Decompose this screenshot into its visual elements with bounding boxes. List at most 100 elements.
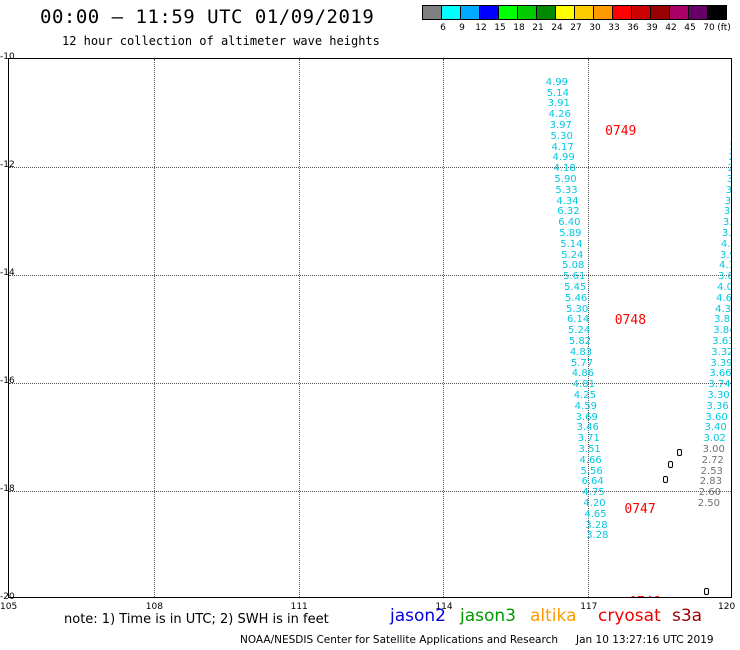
legend-swatch	[555, 5, 575, 20]
wave-height-value: 4.99	[552, 152, 575, 164]
wave-height-value: 5.08	[562, 260, 585, 272]
island-outline	[667, 461, 673, 469]
wave-height-value: 3.60	[705, 411, 728, 423]
wave-height-value: 3.85	[714, 314, 731, 326]
legend-swatch	[707, 5, 727, 20]
legend-label: 6	[440, 23, 446, 33]
wave-height-value: 3.38	[723, 206, 731, 218]
legend-swatch	[460, 5, 480, 20]
wave-height-value: 5.89	[559, 228, 582, 240]
legend-label: 36	[627, 23, 639, 33]
legend-label: 12	[475, 23, 487, 33]
wave-height-value: 5.24	[561, 249, 584, 261]
wave-height-value: 4.26	[548, 109, 571, 121]
wave-height-value: 3.87	[722, 217, 732, 229]
island-outline	[704, 588, 710, 596]
legend-label: 45	[684, 23, 696, 33]
satellite-name-altika: altika	[530, 606, 577, 626]
grid-line-lat	[9, 383, 731, 384]
wave-height-value: 4.39	[720, 238, 731, 250]
wave-height-value: 4.83	[569, 346, 593, 358]
footer-timestamp: Jan 10 13:27:16 UTC 2019	[576, 634, 714, 646]
wave-height-value: 2.83	[699, 476, 722, 488]
legend-swatch	[422, 5, 442, 20]
wave-height-value: 4.20	[583, 498, 606, 510]
wave-height-value: 3.84	[713, 325, 731, 337]
wave-height-value: 3.36	[706, 400, 729, 412]
wave-height-value: 3.28	[586, 530, 609, 542]
pass-time-label: 0747	[624, 501, 656, 517]
wave-height-value: 6.40	[558, 217, 581, 229]
wave-height-value: 3.46	[576, 422, 599, 434]
legend-label: 18	[513, 23, 525, 33]
legend-unit: (ft)	[717, 23, 731, 33]
wave-height-value: 5.77	[570, 357, 594, 369]
legend-swatch	[536, 5, 556, 20]
wave-height-value: 3.46	[725, 184, 732, 196]
legend-label: 42	[665, 23, 677, 33]
wave-height-value: 5.30	[550, 130, 573, 142]
legend-label: 24	[551, 23, 563, 33]
pass-time-label: 0746	[629, 595, 660, 597]
wave-height-value: 3.94	[719, 249, 731, 261]
grid-line-lon	[588, 59, 590, 597]
grid-line-lat	[9, 275, 731, 276]
wave-height-value: 5.45	[564, 282, 587, 294]
legend-swatch	[612, 5, 632, 20]
wave-height-value: 3.30	[707, 390, 730, 402]
wave-height-value: 3.66	[709, 368, 732, 380]
satellite-name-jason3: jason3	[460, 606, 516, 626]
legend-label: 30	[589, 23, 601, 33]
wave-height-value: 6.32	[557, 206, 580, 218]
wave-height-value: 3.00	[702, 444, 725, 456]
wave-height-value: 4.17	[551, 141, 574, 153]
wave-height-value: 4.18	[553, 163, 576, 175]
satellite-name-cryosat: cryosat	[598, 606, 661, 626]
map-title: 00:00 – 11:59 UTC 01/09/2019	[40, 6, 375, 28]
wave-height-value: 4.75	[582, 487, 605, 499]
grid-line-lon	[153, 59, 155, 597]
wave-height-value: 2.72	[701, 454, 724, 466]
wave-height-value: 5.30	[565, 303, 589, 315]
y-tick-label: -16	[0, 376, 15, 386]
grid-line-lat	[9, 167, 731, 168]
footer-credit-line: NOAA/NESDIS Center for Satellite Applica…	[240, 634, 714, 646]
footer-credit: NOAA/NESDIS Center for Satellite Applica…	[240, 634, 558, 646]
x-tick-label: 108	[145, 602, 163, 612]
x-tick-label: 117	[580, 602, 598, 612]
y-tick-label: -18	[0, 484, 15, 494]
legend-swatch	[574, 5, 594, 20]
wave-height-value: 3.40	[704, 422, 727, 434]
wave-height-value: 3.25	[727, 174, 731, 185]
pass-time-label: 0749	[605, 123, 637, 139]
wave-height-value: 5.61	[563, 271, 586, 283]
map-subtitle: 12 hour collection of altimeter wave hei…	[62, 34, 380, 48]
wave-height-value: 2.50	[730, 142, 731, 153]
legend-swatch	[631, 5, 651, 20]
wave-height-value: 4.60	[716, 292, 732, 304]
wave-height-value: 3.63	[712, 336, 731, 348]
wave-height-value: 5.33	[555, 184, 578, 196]
island-outline	[677, 448, 683, 456]
wave-height-value: 4.81	[572, 379, 596, 391]
wave-height-value: 5.14	[546, 87, 569, 99]
wave-height-value: 4.86	[571, 368, 595, 380]
legend-swatch	[688, 5, 708, 20]
wave-height-value: 5.24	[567, 325, 591, 337]
footer-note: note: 1) Time is in UTC; 2) SWH is in fe…	[64, 612, 329, 627]
wave-height-value: 2.58	[728, 163, 731, 174]
y-tick-label: -10	[0, 52, 15, 62]
wave-height-value: 3.91	[547, 98, 570, 110]
wave-height-value: 3.74	[708, 379, 731, 391]
legend-label: 15	[494, 23, 506, 33]
wave-height-value: 3.51	[578, 444, 601, 456]
legend-label: 33	[608, 23, 620, 33]
legend-label: 27	[570, 23, 582, 33]
wave-height-value: 2.53	[700, 465, 723, 477]
x-tick-label: 114	[435, 602, 453, 612]
wave-height-value: 2.50	[697, 498, 721, 510]
y-tick-label: -14	[0, 268, 15, 278]
grid-line-lat	[9, 491, 731, 492]
legend-swatch	[479, 5, 499, 20]
wave-height-value: 5.90	[554, 174, 577, 186]
